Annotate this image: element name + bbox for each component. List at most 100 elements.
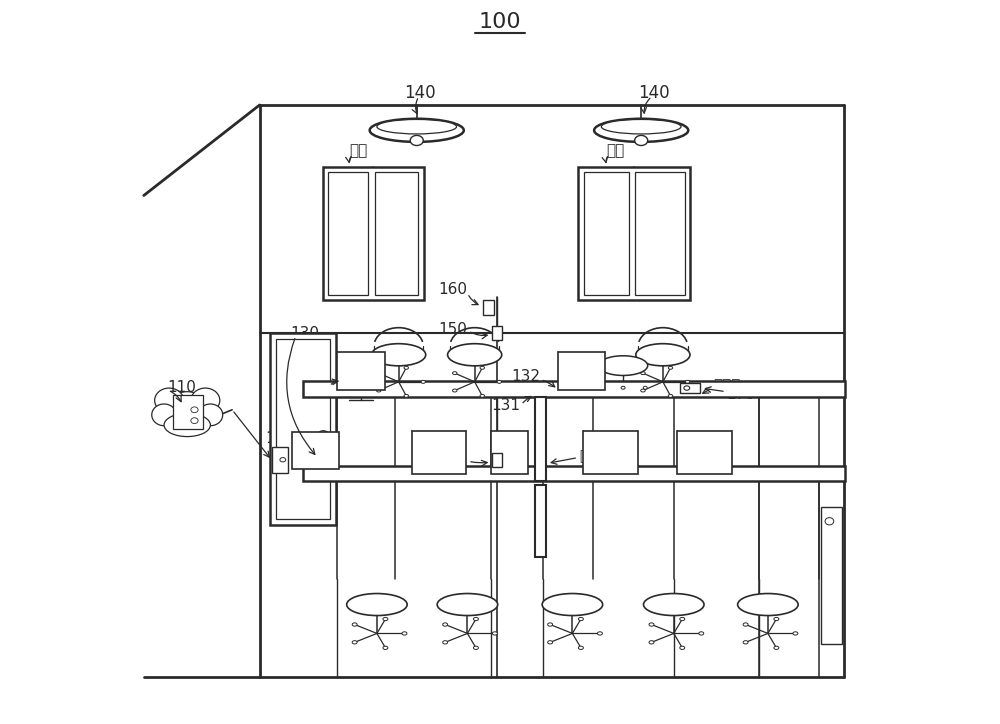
Bar [584, 172, 629, 295]
Bar [375, 172, 418, 295]
Ellipse shape [421, 380, 425, 383]
Ellipse shape [480, 395, 484, 397]
Ellipse shape [164, 413, 210, 437]
Ellipse shape [280, 458, 286, 462]
Ellipse shape [377, 371, 381, 374]
Text: 132: 132 [511, 369, 540, 384]
Bar [483, 300, 494, 315]
Bar [635, 172, 685, 295]
Ellipse shape [684, 386, 690, 390]
Ellipse shape [383, 618, 388, 620]
Ellipse shape [668, 395, 673, 397]
Bar [303, 381, 845, 397]
Ellipse shape [377, 119, 457, 134]
Text: 150: 150 [439, 322, 467, 337]
Ellipse shape [473, 618, 478, 620]
Bar [492, 326, 502, 340]
Ellipse shape [548, 641, 553, 644]
Ellipse shape [668, 366, 673, 369]
Ellipse shape [594, 119, 688, 142]
Ellipse shape [643, 387, 647, 390]
Bar [680, 383, 700, 393]
Text: 110: 110 [167, 380, 196, 395]
Ellipse shape [155, 388, 184, 413]
Ellipse shape [453, 371, 457, 374]
Text: 120: 120 [265, 431, 294, 445]
Ellipse shape [649, 623, 654, 626]
Ellipse shape [453, 389, 457, 392]
Bar [535, 485, 546, 557]
Ellipse shape [685, 380, 690, 383]
Ellipse shape [649, 641, 654, 644]
Ellipse shape [152, 404, 176, 426]
Text: 170: 170 [727, 387, 755, 402]
Ellipse shape [636, 344, 690, 366]
Ellipse shape [621, 387, 625, 390]
Bar [337, 352, 385, 390]
Ellipse shape [599, 387, 603, 390]
Ellipse shape [578, 618, 583, 620]
Ellipse shape [492, 632, 497, 635]
Ellipse shape [443, 623, 448, 626]
Text: 140: 140 [638, 84, 669, 101]
Ellipse shape [372, 344, 426, 366]
Ellipse shape [774, 646, 779, 649]
Ellipse shape [743, 641, 748, 644]
Ellipse shape [191, 388, 220, 413]
Ellipse shape [352, 623, 357, 626]
Ellipse shape [641, 371, 645, 374]
Text: 办公桌: 办公桌 [714, 378, 741, 392]
Ellipse shape [774, 618, 779, 620]
Ellipse shape [198, 404, 223, 426]
Ellipse shape [598, 355, 648, 376]
Ellipse shape [370, 119, 464, 142]
Ellipse shape [377, 389, 381, 392]
Ellipse shape [318, 431, 328, 438]
Text: 131: 131 [491, 398, 520, 413]
Text: 隔板: 隔板 [580, 449, 596, 463]
Bar [276, 339, 330, 519]
Ellipse shape [548, 623, 553, 626]
Ellipse shape [738, 594, 798, 615]
Bar [173, 395, 203, 429]
Bar [578, 167, 690, 300]
Bar [270, 333, 336, 525]
Ellipse shape [825, 518, 834, 525]
Ellipse shape [643, 594, 704, 615]
Bar [491, 431, 528, 474]
Bar [303, 466, 845, 481]
Bar [272, 447, 288, 473]
Bar [292, 432, 339, 469]
Ellipse shape [404, 395, 408, 397]
Ellipse shape [191, 407, 198, 413]
Ellipse shape [347, 594, 407, 615]
Ellipse shape [793, 632, 798, 635]
Ellipse shape [699, 632, 704, 635]
Ellipse shape [404, 366, 408, 369]
Bar [492, 452, 502, 467]
Bar [535, 397, 546, 481]
Ellipse shape [635, 135, 648, 146]
Ellipse shape [443, 641, 448, 644]
Text: 窗户: 窗户 [607, 143, 625, 158]
Ellipse shape [437, 594, 498, 615]
Bar [821, 507, 842, 644]
Ellipse shape [448, 344, 502, 366]
Ellipse shape [473, 646, 478, 649]
Ellipse shape [352, 641, 357, 644]
Ellipse shape [680, 646, 685, 649]
Ellipse shape [597, 632, 602, 635]
Ellipse shape [743, 623, 748, 626]
Bar [412, 431, 466, 474]
Text: 160: 160 [438, 282, 467, 297]
Text: 100: 100 [479, 12, 521, 32]
Text: 140: 140 [405, 84, 436, 101]
Ellipse shape [542, 594, 603, 615]
Bar [677, 431, 732, 474]
Ellipse shape [167, 392, 208, 426]
Text: 130: 130 [299, 378, 328, 392]
Ellipse shape [402, 632, 407, 635]
Bar [323, 167, 424, 300]
Text: 窗户: 窗户 [350, 143, 368, 158]
Ellipse shape [191, 418, 198, 424]
